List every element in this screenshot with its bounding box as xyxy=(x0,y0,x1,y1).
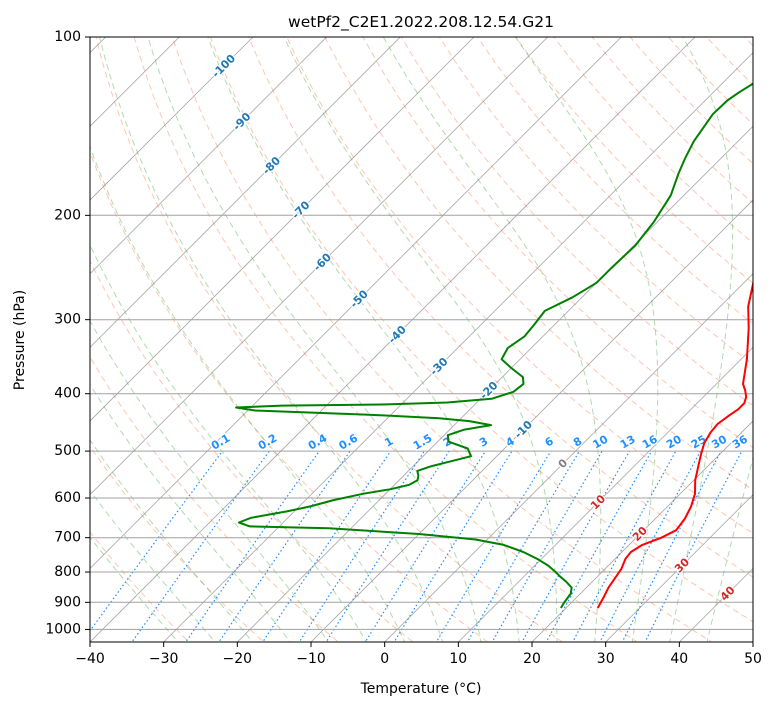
isotherm-line xyxy=(163,52,753,642)
isotherm-line xyxy=(90,37,622,569)
x-tick-label: −10 xyxy=(296,651,326,667)
isotherm-line xyxy=(531,420,753,642)
x-tick-label: 20 xyxy=(523,651,541,667)
y-tick-label: 100 xyxy=(54,29,81,45)
isotherm-line xyxy=(236,125,753,642)
moist-adiabat-line xyxy=(90,319,329,642)
dry-adiabat-line xyxy=(324,37,753,491)
isotherm-line xyxy=(457,346,753,642)
dry-adiabat-line xyxy=(90,445,265,642)
chart-title: wetPf2_C2E1.2022.208.12.54.G21 xyxy=(288,13,554,32)
isotherm-line xyxy=(90,37,254,201)
mixing-ratio-line xyxy=(466,450,580,642)
dry-adiabat-line xyxy=(90,259,414,642)
mixing-ratio-line xyxy=(262,450,392,642)
x-tick-label: −30 xyxy=(149,651,179,667)
axes: −40 −30 −20 −10 0 10 20 30 40 50 1000 900 800 700 600 5… xyxy=(45,29,762,667)
x-axis-label: Temperature (°C) xyxy=(360,681,482,697)
y-tick-label: 600 xyxy=(54,490,81,506)
plot-frame xyxy=(89,36,754,643)
moist-adiabat-line xyxy=(669,37,734,642)
dry-adiabat-line xyxy=(477,37,753,325)
x-tick-label: −20 xyxy=(223,651,253,667)
x-tick-label: 50 xyxy=(744,651,762,667)
mixing-ratio-line xyxy=(131,450,270,642)
y-axis-label: Pressure (hPa) xyxy=(12,290,28,390)
x-tick-label: 10 xyxy=(449,651,467,667)
mixing-ratio-line xyxy=(184,450,320,642)
y-tick-label: 500 xyxy=(54,443,81,459)
mixing-ratio-line xyxy=(545,450,653,642)
mixing-ratio-line xyxy=(491,450,603,642)
y-tick-label: 1000 xyxy=(45,621,81,637)
isotherm-line xyxy=(90,37,696,642)
dry-adiabat-line xyxy=(286,37,753,534)
moist-adiabat-line xyxy=(283,37,558,642)
y-tick-label: 900 xyxy=(54,594,81,610)
x-tick-label: 0 xyxy=(380,651,389,667)
isotherm-line xyxy=(605,494,753,642)
x-tick-label: 30 xyxy=(597,651,615,667)
moist-adiabat-line xyxy=(514,37,659,642)
isotherm-line xyxy=(90,37,549,496)
dry-adiabat-line xyxy=(171,37,713,642)
isotherm-line xyxy=(90,37,328,275)
mixing-ratio-line xyxy=(218,450,351,642)
isotherm-line xyxy=(90,37,401,348)
dry-adiabat-line xyxy=(248,37,753,578)
dry-adiabat-line xyxy=(629,37,753,165)
mixing-ratio-line xyxy=(298,450,425,642)
moist-adiabat-line xyxy=(382,37,602,642)
y-tick-label: 300 xyxy=(54,312,81,328)
moist-adiabat-line xyxy=(207,37,520,642)
dry-adiabat-line xyxy=(362,37,753,449)
y-tick-label: 200 xyxy=(54,207,81,223)
temperature-profile-line xyxy=(596,279,753,609)
dry-adiabat-line xyxy=(95,37,564,642)
mixing-ratio-line xyxy=(435,450,552,642)
dry-adiabat-line xyxy=(438,37,753,366)
x-tick-label: 40 xyxy=(670,651,688,667)
dry-adiabat-line xyxy=(667,37,753,125)
dry-adiabat-line xyxy=(90,150,489,642)
isotherm-line xyxy=(384,273,753,642)
y-tick-label: 400 xyxy=(54,386,81,402)
y-tick-label: 800 xyxy=(54,564,81,580)
y-tick-label: 700 xyxy=(54,530,81,546)
isotherm-line xyxy=(90,37,180,127)
x-tick-label: −40 xyxy=(75,651,105,667)
dewpoint-profile-line xyxy=(235,82,753,609)
mixing-ratio-line xyxy=(325,450,450,642)
moist-adiabat-line xyxy=(147,37,482,642)
dry-adiabat-line xyxy=(133,37,638,642)
isotherm-line xyxy=(90,37,475,422)
mixing-ratio-line xyxy=(644,450,743,642)
isotherm-line xyxy=(310,199,753,642)
